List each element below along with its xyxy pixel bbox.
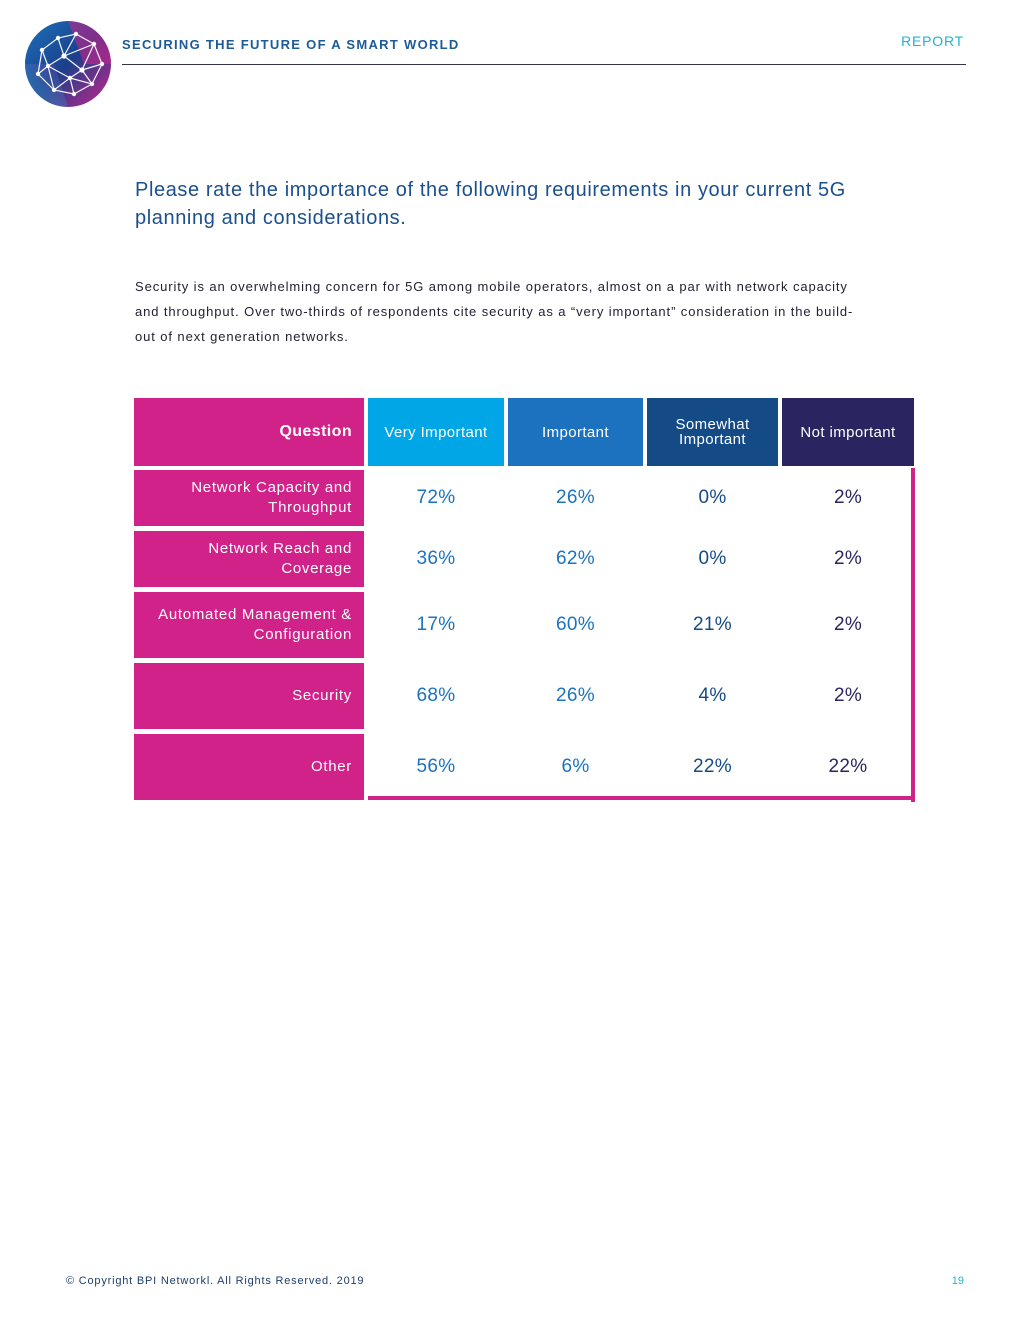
header-divider bbox=[122, 64, 966, 65]
row-question-network-reach: Network Reach and Coverage bbox=[134, 531, 364, 587]
table-bottom-border bbox=[368, 796, 915, 800]
survey-results-table: Question Very Important Important Somewh… bbox=[134, 398, 915, 802]
table-cell: 17% bbox=[416, 614, 456, 635]
table-cell: 4% bbox=[698, 685, 727, 706]
table-cell: 72% bbox=[416, 487, 456, 508]
table-cell: 21% bbox=[693, 614, 732, 635]
table-cell: 2% bbox=[833, 614, 863, 635]
table-cell: 0% bbox=[698, 548, 727, 569]
table-cell: 2% bbox=[833, 487, 863, 508]
globe-logo-icon bbox=[25, 21, 111, 107]
table-cell: 36% bbox=[416, 548, 456, 569]
table-cell: 2% bbox=[833, 548, 863, 569]
table-cell: 68% bbox=[416, 685, 456, 706]
header-report-label: REPORT bbox=[901, 33, 964, 49]
table-right-border bbox=[911, 468, 915, 802]
row-question-security: Security bbox=[134, 663, 364, 729]
table-cell: 26% bbox=[556, 487, 595, 508]
intro-paragraph: Security is an overwhelming concern for … bbox=[135, 279, 854, 344]
section-heading: Please rate the importance of the follow… bbox=[135, 179, 846, 229]
column-header-not-important: Not important bbox=[782, 398, 914, 466]
column-header-very-important: Very Important bbox=[368, 398, 504, 466]
header-title: SECURING THE FUTURE OF A SMART WORLD bbox=[122, 37, 460, 52]
table-cell: 22% bbox=[828, 756, 868, 777]
question-column-header: Question bbox=[134, 398, 364, 466]
table-cell: 6% bbox=[561, 756, 590, 777]
table-cell: 62% bbox=[556, 548, 595, 569]
table-cell: 0% bbox=[698, 487, 727, 508]
row-question-other: Other bbox=[134, 734, 364, 800]
column-header-important: Important bbox=[508, 398, 643, 466]
column-header-somewhat-important: Somewhat Important bbox=[647, 398, 778, 466]
table-cell: 22% bbox=[693, 756, 732, 777]
table-cell: 56% bbox=[416, 756, 456, 777]
row-question-network-capacity: Network Capacity and Throughput bbox=[134, 470, 364, 526]
footer-page-number: 19 bbox=[951, 1275, 964, 1287]
table-cell: 2% bbox=[833, 685, 863, 706]
table-cell: 60% bbox=[556, 614, 595, 635]
footer-copyright: © Copyright BPI Networkl. All Rights Res… bbox=[66, 1275, 365, 1287]
table-cell: 26% bbox=[556, 685, 595, 706]
row-question-automated-management: Automated Management & Configuration bbox=[134, 592, 364, 658]
